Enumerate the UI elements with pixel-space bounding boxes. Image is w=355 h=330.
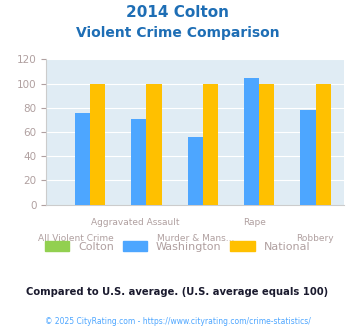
Bar	[131, 119, 147, 205]
Text: Violent Crime Comparison: Violent Crime Comparison	[76, 26, 279, 40]
Bar	[316, 83, 331, 205]
Bar	[188, 137, 203, 205]
Text: 2014 Colton: 2014 Colton	[126, 5, 229, 20]
Bar	[259, 83, 274, 205]
Text: Aggravated Assault: Aggravated Assault	[91, 218, 180, 227]
Text: Compared to U.S. average. (U.S. average equals 100): Compared to U.S. average. (U.S. average …	[26, 287, 329, 297]
Bar	[147, 83, 162, 205]
Bar	[90, 83, 105, 205]
Bar	[300, 110, 316, 205]
Legend: Colton, Washington, National: Colton, Washington, National	[41, 238, 314, 255]
Text: Rape: Rape	[244, 218, 266, 227]
Bar	[75, 113, 90, 205]
Bar	[203, 83, 218, 205]
Bar	[244, 78, 259, 205]
Text: Murder & Mans...: Murder & Mans...	[157, 234, 234, 243]
Text: All Violent Crime: All Violent Crime	[38, 234, 114, 243]
Text: Robbery: Robbery	[296, 234, 333, 243]
Text: © 2025 CityRating.com - https://www.cityrating.com/crime-statistics/: © 2025 CityRating.com - https://www.city…	[45, 317, 310, 326]
